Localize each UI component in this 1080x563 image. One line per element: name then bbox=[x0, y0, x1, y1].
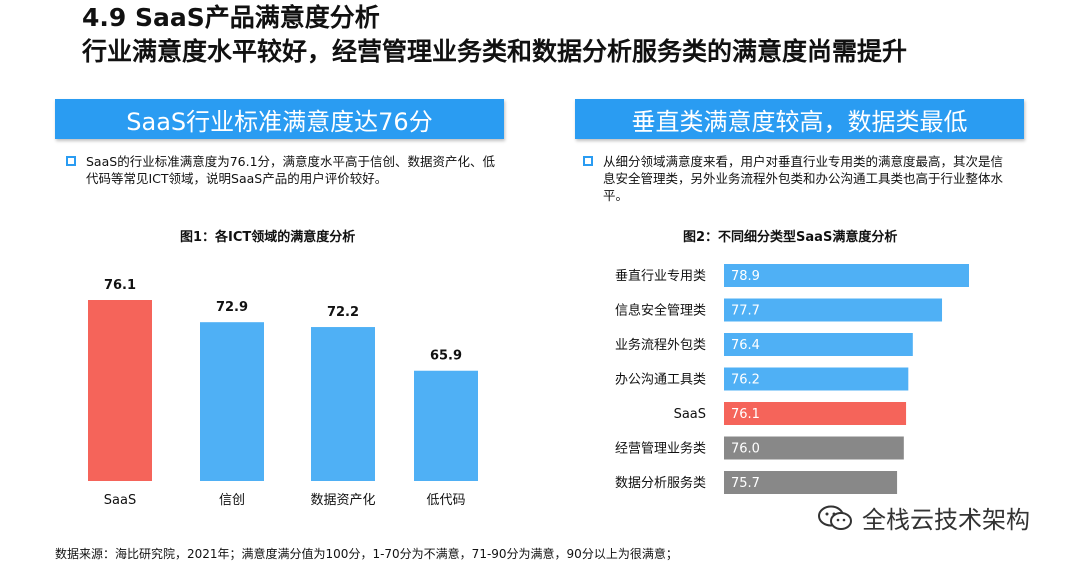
bar-3 bbox=[311, 327, 375, 481]
square-bullet-icon bbox=[583, 156, 593, 166]
hcategory-label: 信息安全管理类 bbox=[615, 303, 706, 319]
hcategory-label: SaaS bbox=[674, 407, 706, 422]
hbar-value-label: 76.1 bbox=[731, 407, 760, 422]
left-bullet-text: SaaS的行业标准满意度为76.1分，满意度水平高于信创、数据资产化、低代码等常… bbox=[86, 154, 496, 186]
right-bullet-text: 从细分领域满意度来看，用户对垂直行业专用类的满意度最高，其次是信息安全管理类，另… bbox=[603, 154, 1004, 203]
left-banner: SaaS行业标准满意度达76分 bbox=[55, 99, 504, 139]
bar-value-label: 65.9 bbox=[430, 349, 462, 364]
hbar-value-label: 76.4 bbox=[731, 338, 760, 353]
category-label: 低代码 bbox=[426, 493, 465, 508]
hcategory-label: 经营管理业务类 bbox=[615, 441, 706, 457]
square-bullet-icon bbox=[66, 156, 76, 166]
page-subtitle: 行业满意度水平较好，经营管理业务类和数据分析服务类的满意度尚需提升 bbox=[82, 37, 908, 66]
chart2-title: 图2：不同细分类型SaaS满意度分析 bbox=[683, 230, 898, 245]
bar-value-label: 72.9 bbox=[216, 300, 248, 315]
hbar-value-label: 75.7 bbox=[731, 476, 760, 491]
hbar-4 bbox=[724, 367, 909, 391]
right-banner: 垂直类满意度较高，数据类最低 bbox=[575, 99, 1024, 139]
bar-2 bbox=[200, 322, 264, 481]
hbar-2 bbox=[724, 298, 943, 322]
chart1-vertical-bar: 76.1 SaaS 72.9 信创 72.2 数据资产化 65.9 低代码 bbox=[88, 278, 478, 508]
bar-1 bbox=[88, 300, 152, 481]
watermark: 全栈云技术架构 bbox=[818, 500, 1030, 535]
hbar-value-label: 78.9 bbox=[731, 269, 760, 284]
hcategory-label: 业务流程外包类 bbox=[615, 337, 706, 353]
chart1-title: 图1：各ICT领域的满意度分析 bbox=[180, 230, 356, 245]
page-title: 4.9 SaaS产品满意度分析 bbox=[82, 3, 380, 32]
category-label: 数据资产化 bbox=[310, 493, 375, 508]
wechat-icon bbox=[818, 505, 852, 531]
hbar-value-label: 77.7 bbox=[731, 304, 760, 319]
category-label: SaaS bbox=[104, 493, 136, 508]
hbar-value-label: 76.0 bbox=[731, 442, 760, 457]
left-bullet: SaaS的行业标准满意度为76.1分，满意度水平高于信创、数据资产化、低代码等常… bbox=[66, 153, 506, 187]
hbar-1 bbox=[724, 264, 969, 287]
hcategory-label: 数据分析服务类 bbox=[615, 475, 706, 491]
bar-4 bbox=[414, 370, 478, 481]
hcategory-label: 办公沟通工具类 bbox=[615, 373, 706, 388]
category-label: 信创 bbox=[219, 493, 245, 508]
hbar-3 bbox=[724, 333, 913, 356]
watermark-text: 全栈云技术架构 bbox=[862, 506, 1030, 534]
title-block: 4.9 SaaS产品满意度分析 行业满意度水平较好，经营管理业务类和数据分析服务… bbox=[82, 2, 907, 70]
hcategory-label: 垂直行业专用类 bbox=[615, 269, 706, 284]
hbar-6 bbox=[724, 436, 904, 460]
source-note: 数据来源：海比研究院，2021年；满意度满分值为100分，1-70分为不满意，7… bbox=[55, 547, 678, 561]
hbar-7 bbox=[724, 471, 898, 494]
hbar-value-label: 76.2 bbox=[731, 373, 760, 388]
bar-value-label: 72.2 bbox=[327, 305, 359, 320]
bar-value-label: 76.1 bbox=[104, 278, 136, 293]
hbar-5 bbox=[724, 402, 907, 425]
right-bullet: 从细分领域满意度来看，用户对垂直行业专用类的满意度最高，其次是信息安全管理类，另… bbox=[583, 153, 1003, 204]
